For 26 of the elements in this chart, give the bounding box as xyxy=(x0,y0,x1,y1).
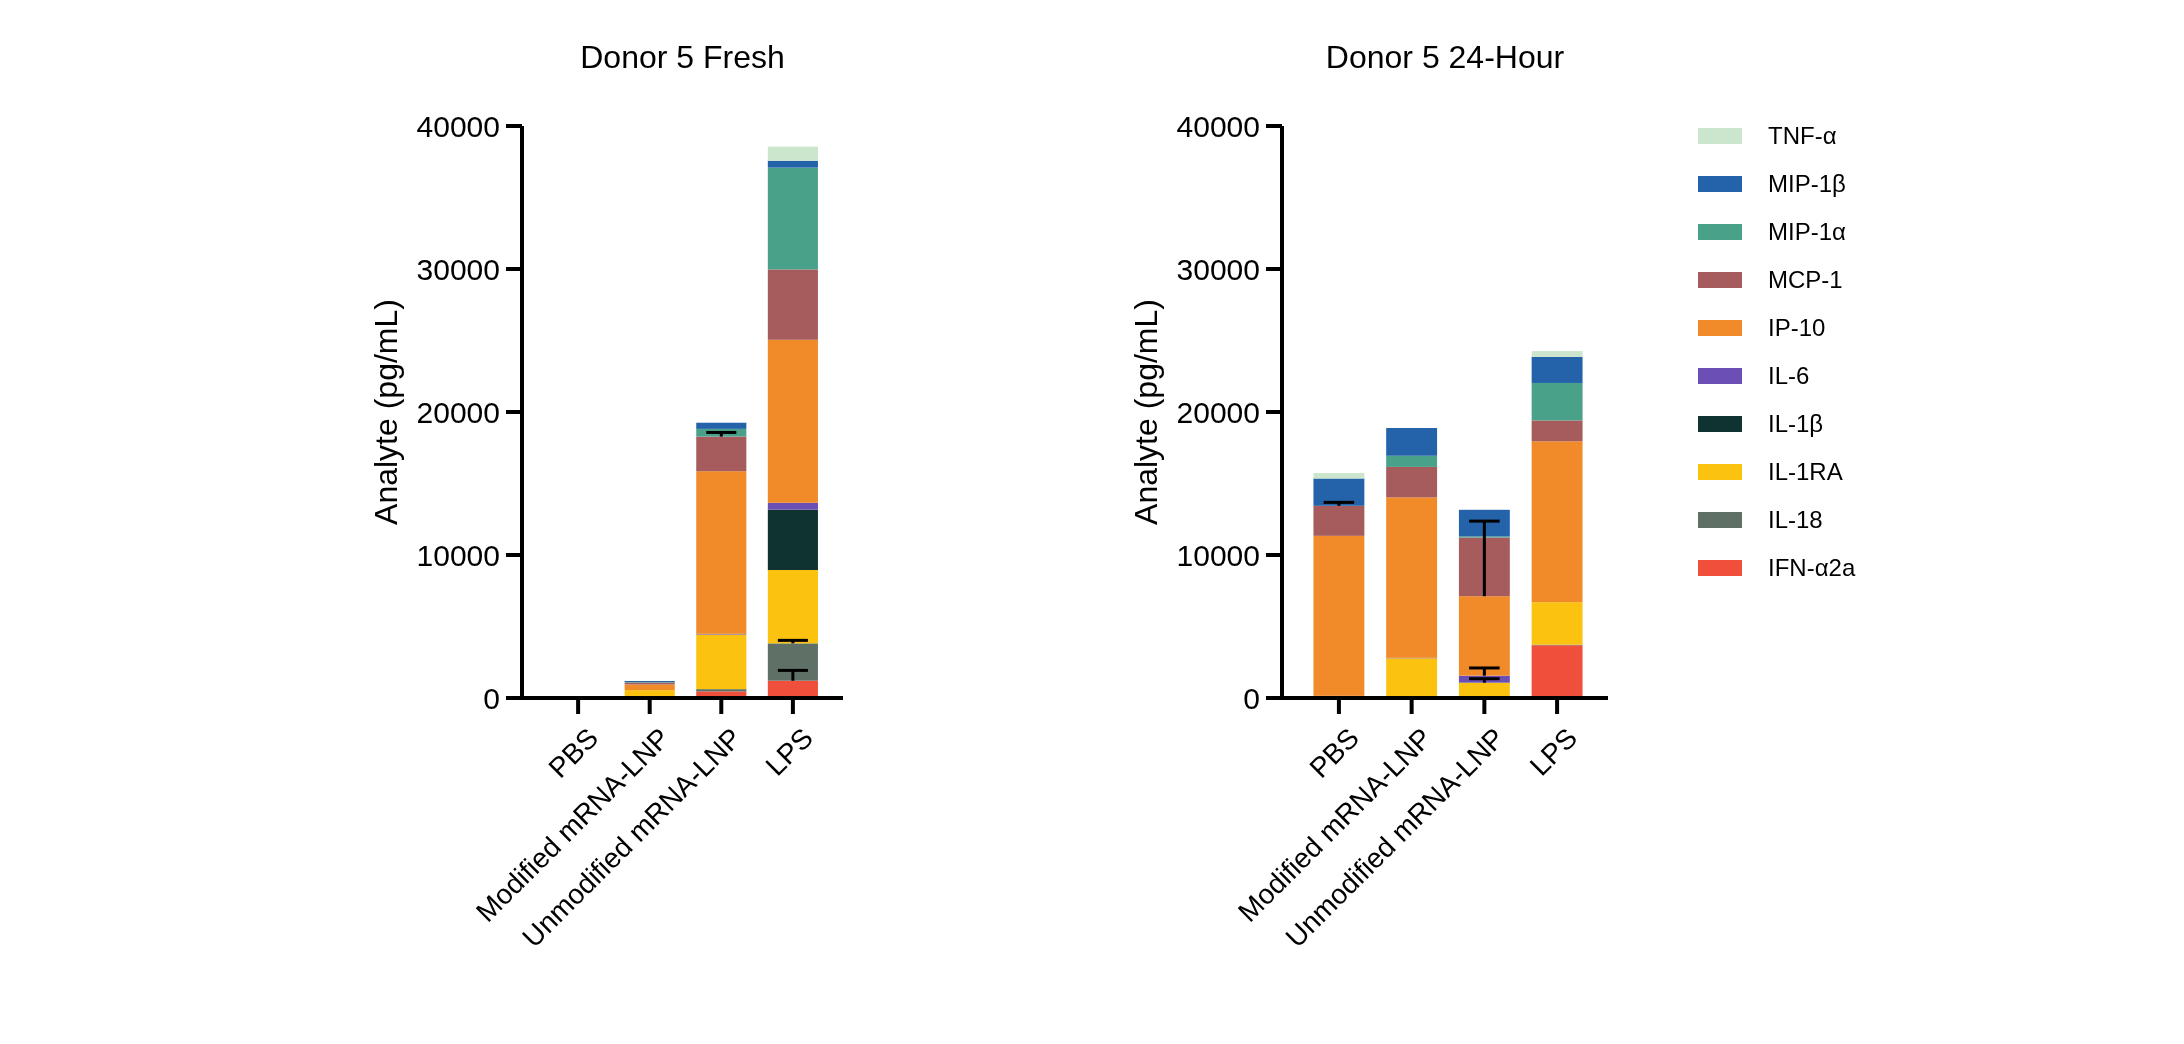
y-tick-label: 30000 xyxy=(416,252,500,286)
y-tick-label: 10000 xyxy=(1176,538,1260,572)
chart-title: Donor 5 24-Hour xyxy=(1325,39,1565,75)
y-tick-label: 20000 xyxy=(1176,395,1260,429)
chart-title: Donor 5 Fresh xyxy=(580,39,785,75)
y-tick-label: 0 xyxy=(483,681,500,715)
legend-label: IFN-α2a xyxy=(1768,554,1856,582)
y-tick-label: 30000 xyxy=(1176,252,1260,286)
legend-label: MCP-1 xyxy=(1768,266,1843,294)
legend-label: IL-6 xyxy=(1768,362,1810,390)
y-tick-label: 0 xyxy=(1243,681,1260,715)
y-axis-title: Analyte (pg/mL) xyxy=(1128,299,1164,525)
y-tick-label: 10000 xyxy=(416,538,500,572)
legend-label: IP-10 xyxy=(1768,314,1826,342)
legend-label: TNF-α xyxy=(1768,122,1837,150)
legend-label: MIP-1β xyxy=(1768,170,1846,198)
y-tick-label: 40000 xyxy=(416,109,500,143)
y-tick-label: 20000 xyxy=(416,395,500,429)
legend-label: IL-1β xyxy=(1768,410,1824,438)
legend-label: IL-18 xyxy=(1768,506,1823,534)
legend-label: IL-1RA xyxy=(1768,458,1843,486)
legend-label: MIP-1α xyxy=(1768,218,1847,246)
y-axis-title: Analyte (pg/mL) xyxy=(368,299,404,525)
x-tick-label: LPS xyxy=(1523,722,1584,782)
y-tick-label: 40000 xyxy=(1176,109,1260,143)
x-tick-label: LPS xyxy=(759,722,819,782)
